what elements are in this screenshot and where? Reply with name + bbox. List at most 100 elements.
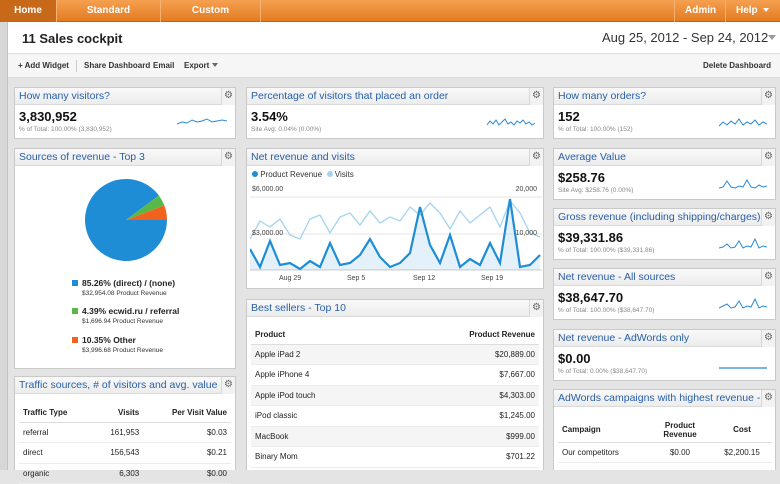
cell-product[interactable]: Apple iPod touch xyxy=(251,385,390,406)
legend-dot-visits xyxy=(326,171,333,177)
cell-value: $0.21 xyxy=(143,442,231,464)
cell-visits: 156,543 xyxy=(91,442,144,464)
widget-title[interactable]: Percentage of visitors that placed an or… xyxy=(247,88,543,105)
widget-title[interactable]: Gross revenue (including shipping/charge… xyxy=(554,209,775,226)
y-axis-right-mid: 10,000 xyxy=(515,230,537,237)
widget-title[interactable]: Average Value xyxy=(554,149,775,166)
revenue-area xyxy=(250,199,540,270)
cell-campaign[interactable]: Our competitors xyxy=(558,442,648,463)
legend-label-visits[interactable]: Visits xyxy=(334,170,354,179)
metric-value: $258.76 xyxy=(558,170,605,185)
table-row: organic 6,303 $0.00 xyxy=(19,463,231,484)
revenue-series-line xyxy=(250,198,541,271)
column-header-visits[interactable]: Visits xyxy=(91,404,144,423)
metric-value: 152 xyxy=(558,109,580,124)
column-header-product-revenue[interactable]: Product Revenue xyxy=(389,326,539,345)
revenue-pie-chart xyxy=(85,178,167,261)
add-widget-button[interactable]: + Add Widget xyxy=(18,61,69,70)
column-header-campaign[interactable]: Campaign xyxy=(558,418,648,443)
admin-link[interactable]: Admin xyxy=(674,0,726,22)
widget-title[interactable]: How many visitors? xyxy=(15,88,235,105)
share-dashboard-button[interactable]: Share Dashboard xyxy=(84,61,151,70)
cell-product[interactable]: Binary Mom xyxy=(251,446,390,468)
date-range-picker[interactable]: Aug 25, 2012 - Sep 24, 2012 xyxy=(602,30,769,45)
widget-title[interactable]: Best sellers - Top 10 xyxy=(247,300,543,317)
cell-value: $0.00 xyxy=(143,463,231,484)
tab-home[interactable]: Home xyxy=(0,0,57,22)
export-label[interactable]: Export xyxy=(184,61,210,70)
metric-value: $38,647.70 xyxy=(558,290,624,305)
legend-subtext: $3,996.68 Product Revenue xyxy=(82,347,163,354)
cell-revenue: $20,889.00 xyxy=(389,344,539,365)
gear-icon[interactable]: ⚙ xyxy=(221,377,235,394)
legend-item-other: 10.35% Other xyxy=(72,335,136,345)
widget-title[interactable]: Net revenue and visits xyxy=(247,149,543,166)
x-axis-tick: Sep 19 xyxy=(481,275,504,282)
left-sidebar-edge xyxy=(0,22,8,470)
widget-visitors: How many visitors? ⚙ 3,830,952 % of Tota… xyxy=(14,87,236,139)
cell-product[interactable]: MacBook xyxy=(251,426,390,447)
widget-pct-visitors-ordered: Percentage of visitors that placed an or… xyxy=(246,87,544,139)
cell-revenue: $4,303.00 xyxy=(389,385,539,406)
delete-dashboard-button[interactable]: Delete Dashboard xyxy=(703,61,772,70)
table-header-row: Campaign Product Revenue Cost xyxy=(558,418,772,443)
widget-title[interactable]: Traffic sources, # of visitors and avg. … xyxy=(15,377,235,394)
column-header-product-revenue[interactable]: Product Revenue xyxy=(648,418,712,443)
widget-title[interactable]: AdWords campaigns with highest revenue -… xyxy=(554,390,775,407)
chevron-down-icon xyxy=(212,63,219,67)
column-header-per-visit-value[interactable]: Per Visit Value xyxy=(143,404,231,423)
gear-icon[interactable]: ⚙ xyxy=(221,149,235,166)
metric-subtext: Site Avg: $258.76 (0.00%) xyxy=(558,187,634,194)
column-header-product[interactable]: Product xyxy=(251,326,390,345)
table-row: Apple iPod touch $4,303.00 xyxy=(251,385,539,406)
metric-value: $0.00 xyxy=(558,351,591,366)
pie-slice-direct xyxy=(85,178,167,261)
gear-icon[interactable]: ⚙ xyxy=(761,88,775,105)
widget-gross-revenue: Gross revenue (including shipping/charge… xyxy=(553,208,776,260)
gear-icon[interactable]: ⚙ xyxy=(761,149,775,166)
gear-icon[interactable]: ⚙ xyxy=(761,330,775,347)
tab-custom-reporting[interactable]: Custom Reporting xyxy=(161,0,261,37)
column-header-traffic-type[interactable]: Traffic Type xyxy=(19,404,92,423)
cell-revenue: $0.00 xyxy=(648,442,712,463)
export-button[interactable]: Export xyxy=(184,61,219,70)
metric-subtext: % of Total: 0.00% ($38,647.70) xyxy=(558,368,648,375)
cell-product[interactable]: iPod classic xyxy=(251,405,390,427)
email-button[interactable]: Email xyxy=(153,61,175,70)
page-title: 11 Sales cockpit xyxy=(22,31,123,46)
gear-icon[interactable]: ⚙ xyxy=(761,269,775,286)
cell-product[interactable]: Apple iPad 2 xyxy=(251,344,390,365)
column-header-cost[interactable]: Cost xyxy=(712,418,772,443)
legend-label-revenue[interactable]: Product Revenue xyxy=(260,170,323,179)
help-link[interactable]: Help xyxy=(726,0,780,22)
gear-icon[interactable]: ⚙ xyxy=(529,88,543,105)
gear-icon[interactable]: ⚙ xyxy=(529,149,543,166)
help-label[interactable]: Help xyxy=(736,5,758,16)
chevron-down-icon[interactable] xyxy=(768,35,776,40)
cell-type: direct xyxy=(19,442,92,464)
widget-title[interactable]: Net revenue - All sources xyxy=(554,269,775,286)
table-header-row: Product Product Revenue xyxy=(251,326,539,345)
widget-title[interactable]: Sources of revenue - Top 3 xyxy=(15,149,235,166)
legend-item-direct: 85.26% (direct) / (none) xyxy=(72,278,175,288)
widget-orders: How many orders? ⚙ 152 % of Total: 100.0… xyxy=(553,87,776,139)
dashboard-toolbar: + Add Widget Share Dashboard Email Expor… xyxy=(8,54,780,78)
legend-label: 10.35% Other xyxy=(82,335,136,345)
tab-standard-reporting[interactable]: Standard Reporting xyxy=(57,0,161,37)
cell-revenue: $701.22 xyxy=(389,446,539,468)
table-row: referral 161,953 $0.03 xyxy=(19,422,231,443)
widget-title[interactable]: Net revenue - AdWords only xyxy=(554,330,775,347)
gear-icon[interactable]: ⚙ xyxy=(761,390,775,407)
x-axis-tick: Sep 5 xyxy=(347,275,366,282)
table-row: Apple iPad 2 $20,889.00 xyxy=(251,344,539,365)
metric-value: 3.54% xyxy=(251,109,288,124)
legend-swatch xyxy=(72,308,78,314)
metric-subtext: Site Avg: 0.04% (0.00%) xyxy=(251,126,322,133)
gear-icon[interactable]: ⚙ xyxy=(529,300,543,317)
gear-icon[interactable]: ⚙ xyxy=(221,88,235,105)
widget-net-revenue-adwords: Net revenue - AdWords only ⚙ $0.00 % of … xyxy=(553,329,776,381)
cell-product[interactable]: Apple iPhone 4 xyxy=(251,364,390,386)
gear-icon[interactable]: ⚙ xyxy=(761,209,775,226)
sparkline xyxy=(487,118,535,126)
widget-title[interactable]: How many orders? xyxy=(554,88,775,105)
